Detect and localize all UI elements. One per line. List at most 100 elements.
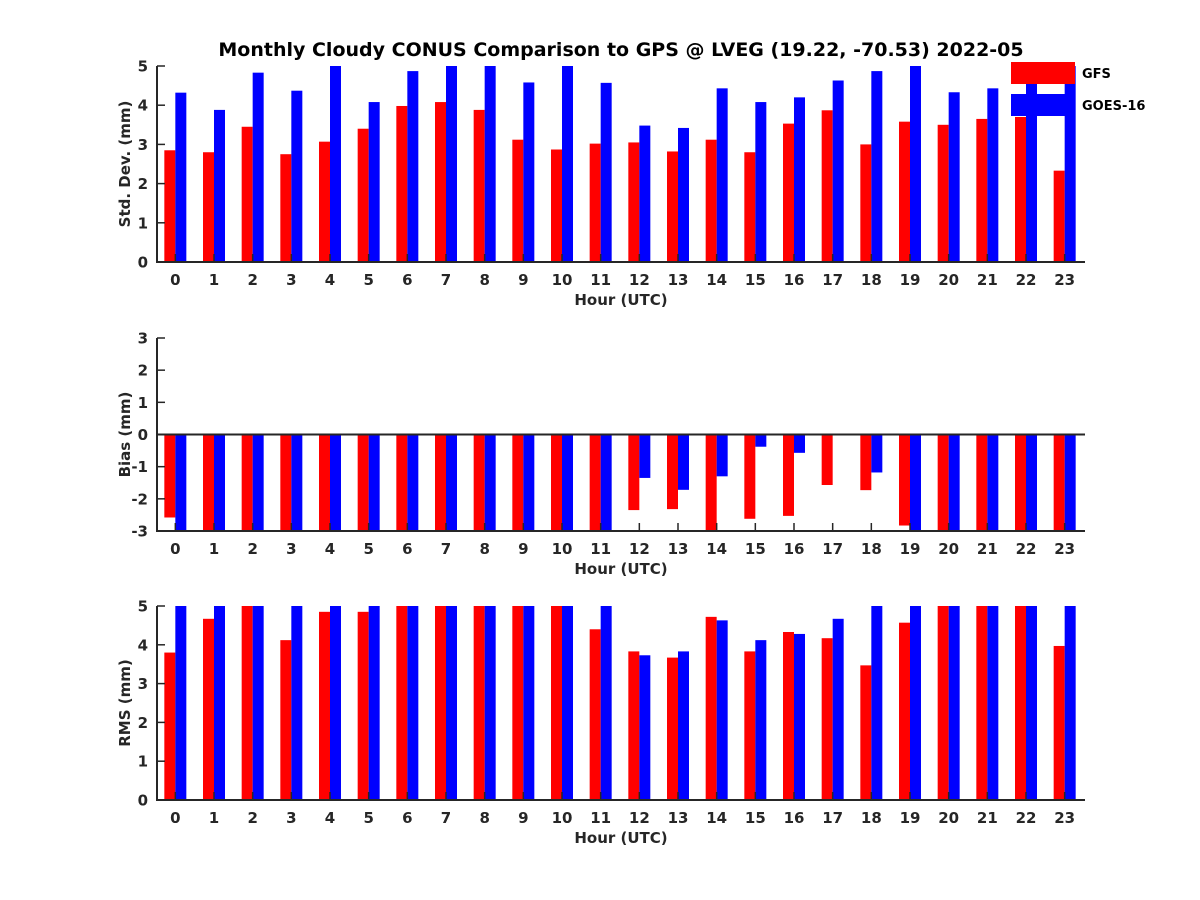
bar-goes-16-11 [600,82,612,262]
bar-goes-16-15 [755,102,767,262]
x-tick-label: 9 [518,540,528,558]
bar-goes-16-4 [330,434,341,531]
y-tick-label: 0 [138,792,148,810]
bar-goes-16-23 [1064,66,1076,262]
x-tick-label: 2 [247,809,257,827]
bar-gfs-7 [435,606,446,800]
x-tick-label: 10 [552,540,573,558]
bar-gfs-17 [821,110,833,262]
x-tick-label: 5 [363,540,373,558]
bar-goes-16-5 [368,102,380,262]
y-tick-label: 4 [138,636,148,654]
bar-goes-16-14 [716,434,728,477]
y-axis-label: RMS (mm) [116,659,134,746]
x-tick-label: 21 [977,271,998,289]
bar-goes-16-14 [716,620,728,800]
x-tick-label: 0 [170,540,180,558]
x-tick-label: 15 [745,809,766,827]
bar-goes-16-7 [446,66,457,262]
bar-goes-16-17 [832,618,844,800]
bar-gfs-8 [473,109,485,263]
y-tick-label: 1 [138,394,148,412]
bar-gfs-22 [1015,606,1026,800]
bar-goes-16-18 [871,606,883,800]
bar-goes-16-12 [639,434,651,478]
bar-goes-16-1 [214,434,225,531]
bar-gfs-14 [705,434,717,531]
x-tick-label: 11 [590,809,611,827]
bar-goes-16-7 [446,606,457,800]
y-tick-label: 3 [138,675,148,693]
y-tick-label: -1 [131,458,148,476]
bar-goes-16-21 [987,88,999,262]
x-tick-label: 6 [402,540,412,558]
x-axis-label: Hour (UTC) [574,829,667,847]
bar-goes-16-19 [910,434,921,531]
bar-goes-16-15 [755,640,767,800]
x-tick-label: 17 [822,540,843,558]
x-tick-label: 13 [668,271,689,289]
bar-gfs-0 [164,434,176,518]
bar-gfs-1 [203,434,214,531]
bar-goes-16-8 [484,434,496,531]
bar-gfs-19 [899,434,910,526]
y-tick-label: 0 [138,426,148,444]
bar-gfs-9 [512,434,524,531]
bar-gfs-13 [667,151,678,262]
x-tick-label: 15 [745,271,766,289]
bar-gfs-10 [551,434,562,531]
x-tick-label: 20 [938,271,959,289]
x-tick-label: 0 [170,271,180,289]
x-tick-label: 19 [900,271,921,289]
bar-gfs-14 [705,139,717,262]
bar-goes-16-4 [330,66,341,262]
bar-gfs-23 [1053,170,1065,262]
bar-gfs-1 [203,152,214,262]
x-tick-label: 12 [629,540,650,558]
bar-gfs-2 [241,434,253,531]
x-tick-label: 1 [209,809,219,827]
bar-goes-16-23 [1064,434,1076,531]
x-tick-label: 22 [1016,809,1037,827]
x-tick-label: 2 [247,540,257,558]
legend-swatch-goes-16 [1011,94,1075,116]
bar-gfs-11 [589,629,601,800]
bar-goes-16-10 [562,66,573,262]
x-tick-label: 1 [209,271,219,289]
bar-gfs-5 [357,434,369,531]
legend-label-gfs: GFS [1082,67,1111,82]
bar-goes-16-19 [910,66,921,262]
bar-gfs-0 [164,652,176,800]
x-tick-label: 5 [363,809,373,827]
bar-goes-16-20 [948,92,960,262]
x-tick-label: 13 [668,809,689,827]
bar-gfs-13 [667,657,678,800]
bar-gfs-1 [203,618,214,800]
bar-gfs-11 [589,143,601,262]
bar-goes-16-0 [175,434,187,531]
bar-gfs-2 [241,606,253,800]
x-tick-label: 14 [706,271,727,289]
bar-gfs-22 [1015,434,1026,531]
bar-gfs-19 [899,622,910,800]
bar-gfs-9 [512,139,524,262]
bar-goes-16-23 [1064,606,1076,800]
bar-goes-16-0 [175,92,187,262]
bar-gfs-5 [357,128,369,262]
bar-goes-16-13 [678,127,689,262]
bar-gfs-3 [280,434,292,531]
bar-goes-16-15 [755,434,767,447]
y-tick-label: -2 [131,490,148,508]
bar-gfs-6 [396,606,408,800]
bar-goes-16-1 [214,606,225,800]
bar-gfs-15 [744,152,756,262]
bar-goes-16-0 [175,606,187,800]
legend-swatch-gfs [1011,62,1075,84]
x-tick-label: 23 [1054,271,1075,289]
bar-gfs-17 [821,434,833,485]
bar-gfs-12 [628,651,640,800]
bar-gfs-8 [473,434,485,531]
bar-gfs-15 [744,651,756,800]
bar-gfs-22 [1015,116,1026,263]
